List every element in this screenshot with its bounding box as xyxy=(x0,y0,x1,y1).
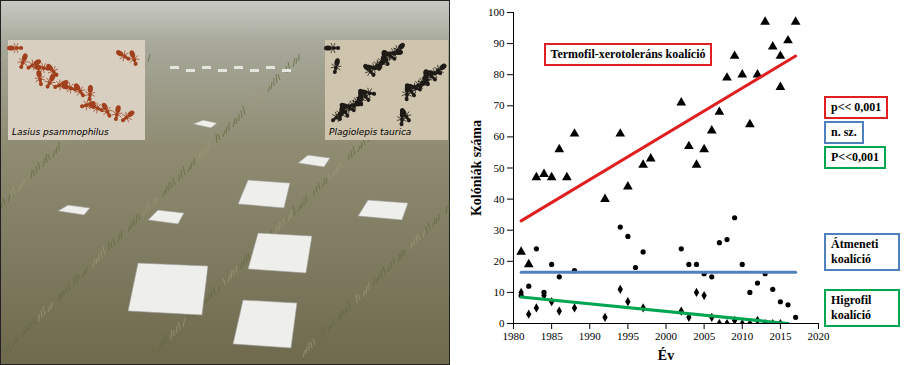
svg-text:70: 70 xyxy=(494,99,506,111)
html-text:n. sz.: n. sz. xyxy=(831,124,857,139)
html-text:p<< 0,001: p<< 0,001 xyxy=(831,100,882,114)
svg-text:2005: 2005 xyxy=(693,330,716,342)
svg-text:100: 100 xyxy=(488,6,505,18)
svg-text:Lasius psammophilus: Lasius psammophilus xyxy=(12,127,109,137)
svg-text:2020: 2020 xyxy=(808,330,831,342)
svg-text:50: 50 xyxy=(494,162,506,174)
svg-text:40: 40 xyxy=(494,193,506,205)
html-text:Termofil-xerotoleráns koalíció: Termofil-xerotoleráns koalíció xyxy=(550,47,706,62)
svg-text:Év: Év xyxy=(658,347,674,363)
svg-text:30: 30 xyxy=(494,224,506,236)
svg-text:1985: 1985 xyxy=(541,330,564,342)
html-text:Higrofil koalíció: Higrofil koalíció xyxy=(831,292,872,322)
svg-text:1995: 1995 xyxy=(617,330,640,342)
svg-text:Plagiolepis taurica: Plagiolepis taurica xyxy=(329,127,411,137)
svg-text:20: 20 xyxy=(494,255,506,267)
svg-text:10: 10 xyxy=(494,286,506,298)
svg-text:Kolóniák száma: Kolóniák száma xyxy=(469,120,484,216)
svg-text:2000: 2000 xyxy=(655,330,678,342)
svg-text:2015: 2015 xyxy=(769,330,792,342)
svg-text:1990: 1990 xyxy=(579,330,602,342)
svg-text:1980: 1980 xyxy=(503,330,526,342)
html-text:Átmeneti koalíció: Átmeneti koalíció xyxy=(831,236,879,266)
svg-text:90: 90 xyxy=(494,37,506,49)
svg-text:80: 80 xyxy=(494,68,506,80)
svg-text:60: 60 xyxy=(494,130,506,142)
html-text:P<<0,001: P<<0,001 xyxy=(831,149,879,164)
svg-text:2010: 2010 xyxy=(731,330,754,342)
svg-text:0: 0 xyxy=(499,317,505,329)
